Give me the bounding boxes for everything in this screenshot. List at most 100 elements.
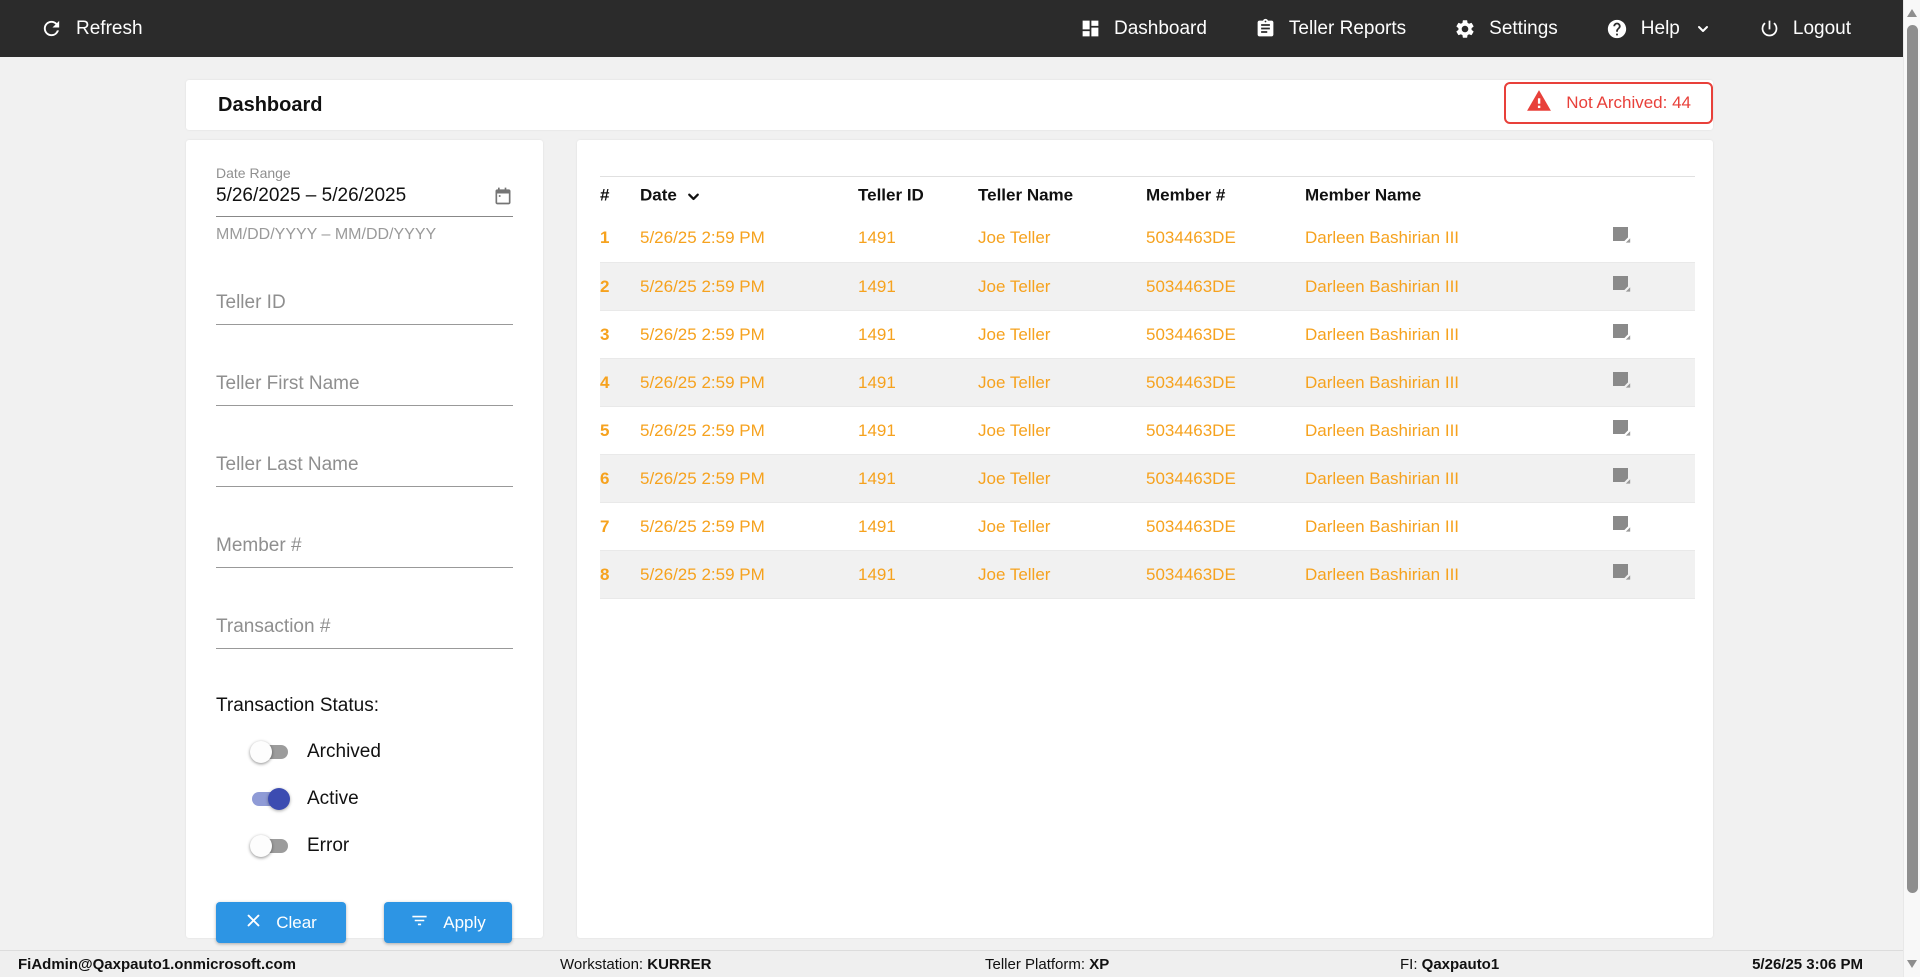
date-cell: 5/26/25 2:59 PM	[640, 468, 765, 488]
date-cell: 5/26/25 2:59 PM	[640, 420, 765, 440]
nav-item-logout[interactable]: Logout	[1759, 18, 1851, 40]
date-format-hint: MM/DD/YYYY – MM/DD/YYYY	[216, 226, 437, 243]
note-icon[interactable]	[1612, 515, 1632, 534]
filter-buttons-row: Clear Apply	[216, 902, 513, 943]
warning-triangle-icon	[1526, 88, 1552, 119]
teller-id-cell: 1491	[858, 324, 896, 344]
teller-platform-info: Teller Platform: XP	[985, 956, 1110, 973]
note-icon[interactable]	[1612, 323, 1632, 342]
scroll-down-arrow-icon[interactable]	[1907, 960, 1917, 968]
top-nav-bar: Refresh Dashboard Teller Reports Setting…	[0, 0, 1903, 57]
nav-label: Dashboard	[1113, 17, 1207, 39]
nav-item-teller-reports[interactable]: Teller Reports	[1255, 18, 1406, 40]
column-header-num[interactable]: #	[600, 176, 640, 215]
calendar-icon[interactable]	[493, 186, 513, 206]
badge-label: Not Archived: 44	[1566, 93, 1691, 112]
nav-item-settings[interactable]: Settings	[1454, 18, 1558, 40]
power-icon	[1759, 18, 1780, 39]
note-icon[interactable]	[1612, 467, 1632, 486]
page-title: Dashboard	[218, 93, 323, 116]
vertical-scrollbar[interactable]	[1903, 0, 1920, 977]
member-number-field-wrap	[216, 535, 513, 568]
scrollbar-thumb[interactable]	[1907, 25, 1918, 893]
clipboard-icon	[1255, 18, 1276, 39]
logged-in-user: FiAdmin@Qaxpauto1.onmicrosoft.com	[18, 956, 296, 973]
member-name-cell: Darleen Bashirian III	[1305, 468, 1460, 488]
note-icon[interactable]	[1612, 275, 1632, 294]
teller-last-name-input[interactable]	[216, 454, 513, 487]
date-cell: 5/26/25 2:59 PM	[640, 516, 765, 536]
table-row[interactable]: 7 5/26/25 2:59 PM 1491 Joe Teller 503446…	[600, 503, 1695, 551]
toggle-label: Active	[307, 788, 359, 809]
column-header-teller-id[interactable]: Teller ID	[858, 176, 978, 215]
workstation-info: Workstation: KURRER	[560, 956, 712, 973]
help-circle-icon	[1606, 18, 1628, 40]
table-row[interactable]: 2 5/26/25 2:59 PM 1491 Joe Teller 503446…	[600, 262, 1695, 311]
member-num-cell: 5034463DE	[1146, 228, 1236, 248]
teller-id-field-wrap	[216, 292, 513, 325]
note-icon[interactable]	[1612, 419, 1632, 438]
date-range-value[interactable]: 5/26/2025 – 5/26/2025	[216, 185, 407, 206]
teller-id-cell: 1491	[858, 420, 896, 440]
clear-button[interactable]: Clear	[216, 902, 346, 943]
member-name-cell: Darleen Bashirian III	[1305, 228, 1460, 248]
gear-icon	[1454, 18, 1476, 40]
member-num-cell: 5034463DE	[1146, 468, 1236, 488]
column-header-date[interactable]: Date	[640, 176, 858, 215]
teller-id-cell: 1491	[858, 228, 896, 248]
member-num-cell: 5034463DE	[1146, 564, 1236, 584]
fi-info: FI: Qaxpauto1	[1400, 956, 1500, 973]
table-row[interactable]: 4 5/26/25 2:59 PM 1491 Joe Teller 503446…	[600, 358, 1695, 407]
member-number-input[interactable]	[216, 535, 513, 568]
teller-name-cell: Joe Teller	[978, 324, 1051, 344]
row-number-cell: 8	[600, 564, 610, 584]
teller-id-cell: 1491	[858, 516, 896, 536]
teller-name-cell: Joe Teller	[978, 564, 1051, 584]
not-archived-badge[interactable]: Not Archived: 44	[1504, 82, 1713, 124]
column-header-member-name[interactable]: Member Name	[1305, 176, 1600, 215]
refresh-label: Refresh	[76, 17, 143, 39]
nav-right-group: Dashboard Teller Reports Settings Help	[1080, 18, 1851, 40]
scroll-up-arrow-icon[interactable]	[1907, 9, 1917, 17]
table-row[interactable]: 3 5/26/25 2:59 PM 1491 Joe Teller 503446…	[600, 311, 1695, 359]
refresh-button[interactable]: Refresh	[40, 17, 143, 40]
note-icon[interactable]	[1612, 563, 1632, 582]
member-name-cell: Darleen Bashirian III	[1305, 564, 1460, 584]
table-row[interactable]: 5 5/26/25 2:59 PM 1491 Joe Teller 503446…	[600, 407, 1695, 455]
column-header-member-num[interactable]: Member #	[1146, 176, 1305, 215]
nav-item-dashboard[interactable]: Dashboard	[1080, 18, 1207, 40]
teller-name-cell: Joe Teller	[978, 372, 1051, 392]
teller-first-name-field-wrap	[216, 373, 513, 406]
teller-first-name-input[interactable]	[216, 373, 513, 406]
teller-id-input[interactable]	[216, 292, 513, 325]
toggle-row-error: Error	[250, 834, 513, 858]
table-body: 1 5/26/25 2:59 PM 1491 Joe Teller 503446…	[600, 215, 1695, 599]
nav-label: Logout	[1792, 17, 1851, 39]
row-number-cell: 1	[600, 228, 610, 248]
member-num-cell: 5034463DE	[1146, 324, 1236, 344]
toggle-row-active: Active	[250, 787, 513, 811]
table-row[interactable]: 6 5/26/25 2:59 PM 1491 Joe Teller 503446…	[600, 454, 1695, 503]
transaction-status-label: Transaction Status:	[216, 695, 379, 716]
date-range-field[interactable]: 5/26/2025 – 5/26/2025	[216, 185, 513, 217]
member-name-cell: Darleen Bashirian III	[1305, 372, 1460, 392]
table-row[interactable]: 8 5/26/25 2:59 PM 1491 Joe Teller 503446…	[600, 550, 1695, 599]
member-name-cell: Darleen Bashirian III	[1305, 420, 1460, 440]
apply-button[interactable]: Apply	[384, 902, 512, 943]
filter-icon	[410, 911, 429, 935]
nav-item-help[interactable]: Help	[1606, 18, 1711, 40]
error-toggle[interactable]	[250, 834, 290, 858]
teller-last-name-field-wrap	[216, 454, 513, 487]
member-name-cell: Darleen Bashirian III	[1305, 516, 1460, 536]
active-toggle[interactable]	[250, 787, 290, 811]
status-datetime: 5/26/25 3:06 PM	[1752, 956, 1863, 973]
archived-toggle[interactable]	[250, 740, 290, 764]
note-icon[interactable]	[1612, 371, 1632, 390]
row-number-cell: 4	[600, 372, 610, 392]
nav-label: Teller Reports	[1288, 17, 1407, 39]
column-header-teller-name[interactable]: Teller Name	[978, 176, 1146, 215]
transaction-number-input[interactable]	[216, 616, 513, 649]
table-row[interactable]: 1 5/26/25 2:59 PM 1491 Joe Teller 503446…	[600, 215, 1695, 263]
refresh-icon	[40, 17, 63, 40]
note-icon[interactable]	[1612, 226, 1632, 245]
